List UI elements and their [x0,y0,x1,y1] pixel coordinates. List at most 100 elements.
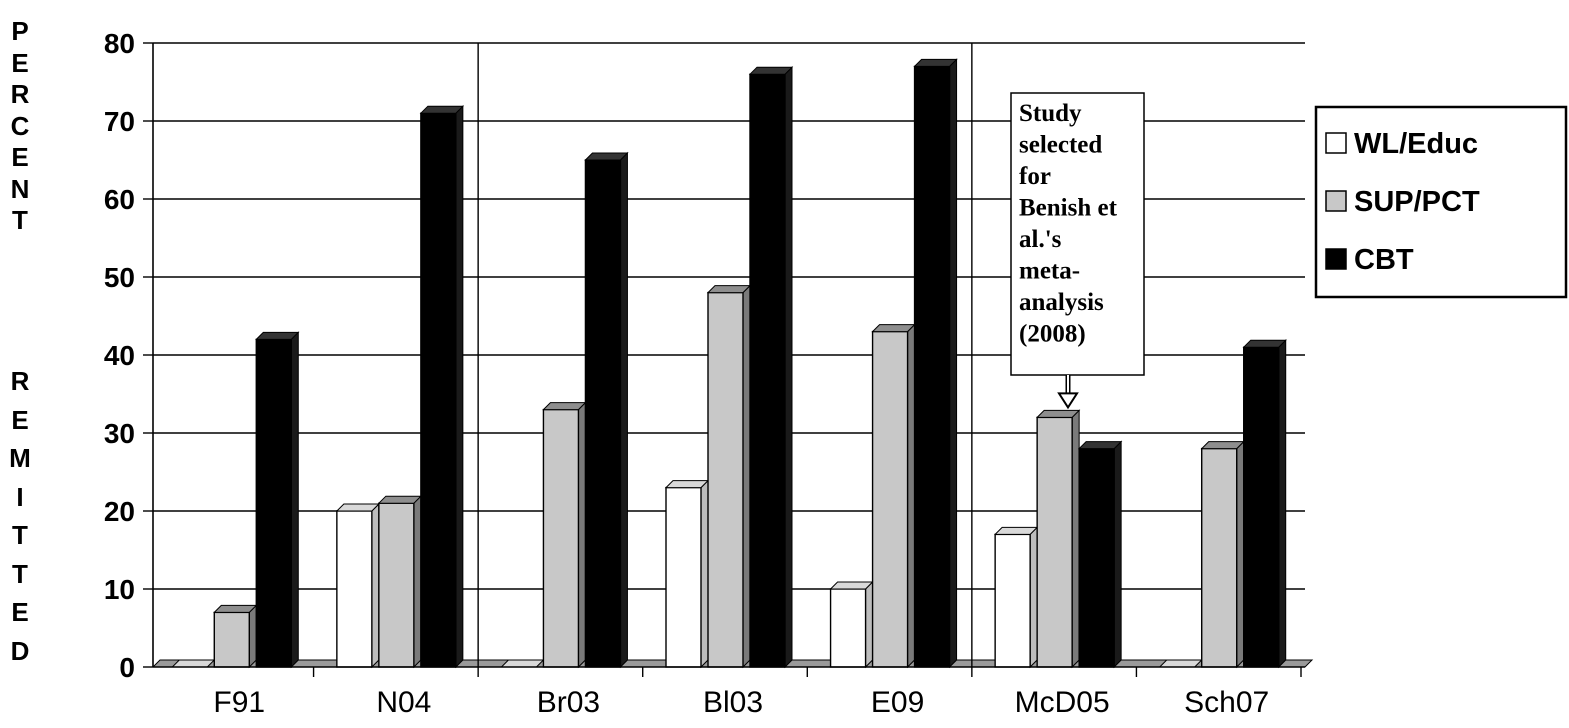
bar-side [413,494,422,669]
bar [1242,338,1287,669]
bar [664,479,710,669]
y-axis-label-letter: E [11,142,29,172]
bar-side [742,284,751,669]
bar-front [994,533,1031,668]
y-tick-label: 80 [104,28,135,59]
legend-swatch [1325,248,1347,270]
annotation-box [1010,92,1145,376]
bar [871,323,916,669]
bar-front [913,65,951,668]
bar-top [584,152,629,161]
y-tick-label: 10 [104,574,135,605]
y-axis-label-letter: D [10,635,30,666]
legend-label: CBT [1354,244,1414,276]
bar-front [336,510,373,668]
bar-top [542,402,587,411]
bar-top [1035,409,1081,418]
bar [500,659,545,668]
bar-top [377,495,423,504]
bar [213,604,258,669]
x-tick-label: Bl03 [703,686,763,719]
bar-side [1113,440,1122,669]
bar-top [706,285,752,294]
bar-front [1078,447,1115,668]
bar-top [419,105,465,114]
bar [993,526,1039,669]
bar-top [913,58,958,67]
y-axis-label-letter: R [10,79,30,109]
bar-side [1071,409,1080,669]
bar-front [378,502,415,668]
annotation-arrow-head [1057,392,1079,410]
bar-side [1029,526,1038,669]
annotation-text: for [1019,163,1051,190]
legend-label: SUP/PCT [1354,186,1480,218]
bar-top [1077,441,1123,450]
bar-side [371,502,380,669]
x-tick-label: F91 [213,686,265,719]
annotation-text: (2008) [1019,321,1086,348]
bar-side [455,104,464,669]
y-axis-label-letter: C [10,110,30,141]
bar-side [949,58,958,669]
bar [706,284,752,669]
bar-top [171,659,216,668]
y-tick-label: 60 [104,184,135,215]
bar-front [255,338,292,668]
bar-top [993,526,1039,535]
y-axis-label-letter: E [11,597,29,627]
x-tick-label: E09 [871,686,924,719]
bar-top [1200,441,1245,450]
bar-top [871,324,916,333]
y-axis-label-letter: T [12,520,28,550]
bar-front [1201,447,1238,668]
legend-label: WL/Educ [1354,128,1478,160]
y-tick-label: 70 [104,106,135,137]
bar-front [829,588,867,668]
bar-side [907,323,916,669]
bar-front [584,159,622,668]
annotation-text: meta- [1019,258,1080,285]
y-tick-label: 30 [104,418,135,449]
bar-top [500,659,545,668]
bar-front [1036,416,1073,668]
annotation-text: Study [1019,100,1082,127]
bar-top [829,581,874,590]
bar-front [213,611,250,668]
y-tick-label: 0 [119,652,135,683]
bar-side [700,479,709,669]
y-axis-label-letter: E [11,47,29,78]
x-tick-label: Br03 [537,686,600,719]
bar [1158,659,1203,668]
bar-side [290,331,299,669]
bar-top [255,331,300,340]
bar-top [664,480,710,489]
y-axis-label-letter: E [11,404,29,435]
bar-top [748,66,794,75]
annotation-text: Benish et [1019,195,1118,222]
bar-front [665,486,702,668]
y-axis-label-letter: M [9,443,31,473]
bar-front [707,291,744,668]
y-axis-label-letter: I [16,481,24,512]
legend-box [1314,105,1568,299]
bar [1035,409,1081,669]
y-axis-label-letter: P [11,16,29,46]
bar [419,104,465,669]
bar [171,659,216,668]
x-tick-label: Sch07 [1184,686,1269,719]
bar-front [871,330,909,668]
bar-front [1243,346,1280,668]
legend-swatch [1325,190,1347,212]
bar-top [213,604,258,613]
bar [829,580,874,669]
bar [255,331,300,669]
bar [748,65,794,669]
annotation-text: analysis [1019,289,1104,316]
bar-front [749,73,786,668]
y-tick-label: 20 [104,496,135,527]
bar-side [1236,440,1245,669]
bar-top [335,503,381,512]
bar [913,58,958,669]
bar-front [420,112,457,668]
